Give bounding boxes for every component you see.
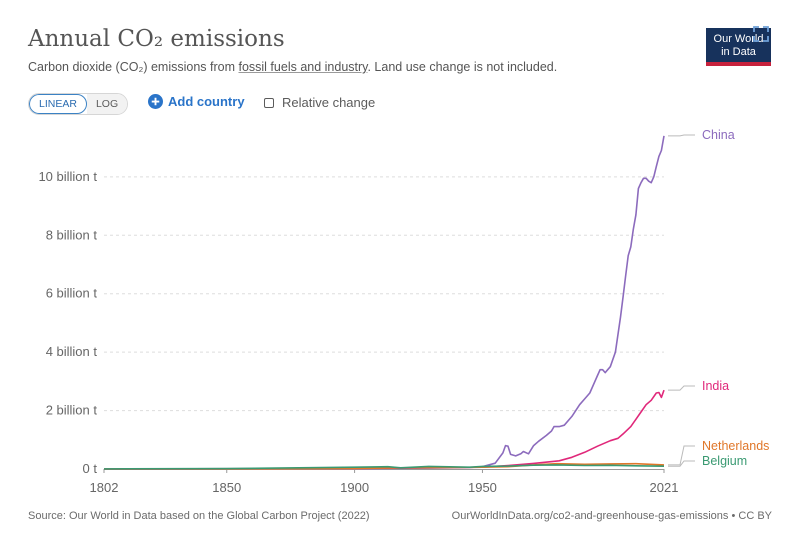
- legend-label-netherlands: Netherlands: [702, 439, 769, 453]
- y-tick-label: 8 billion t: [46, 227, 98, 242]
- legend-leader-line: [668, 460, 695, 467]
- y-tick-label: 4 billion t: [46, 344, 98, 359]
- y-tick-label: 6 billion t: [46, 286, 98, 301]
- subtitle-text-pre: Carbon dioxide (CO₂) emissions from: [28, 60, 239, 74]
- y-tick-label: 2 billion t: [46, 403, 98, 418]
- legend-label-belgium: Belgium: [702, 454, 747, 468]
- x-tick-label: 1900: [340, 480, 369, 495]
- log-button[interactable]: LOG: [86, 94, 128, 114]
- linear-button[interactable]: LINEAR: [29, 94, 87, 114]
- add-country-button[interactable]: Add country: [148, 94, 245, 109]
- legend-leader-line: [668, 134, 695, 137]
- add-country-label: Add country: [168, 94, 245, 109]
- fossil-fuels-link[interactable]: fossil fuels and industry: [238, 60, 368, 74]
- legend-label-china: China: [702, 128, 735, 142]
- x-tick-label: 2021: [650, 480, 679, 495]
- relative-change-toggle[interactable]: Relative change: [264, 95, 375, 110]
- source-note: Source: Our World in Data based on the G…: [28, 510, 370, 522]
- series-line-china[interactable]: [103, 135, 665, 470]
- relative-change-checkbox[interactable]: [264, 97, 274, 108]
- series-line-india[interactable]: [103, 389, 665, 470]
- x-tick-label: 1850: [212, 480, 241, 495]
- chart-title: Annual CO₂ emissions: [28, 26, 285, 52]
- legend-leader-line: [668, 385, 695, 391]
- relative-change-label: Relative change: [282, 95, 376, 110]
- y-tick-label: 10 billion t: [38, 169, 97, 184]
- x-tick-label: 1950: [468, 480, 497, 495]
- owid-logo[interactable]: Our World in Data: [706, 28, 771, 66]
- scale-toggle: LINEAR LOG: [28, 93, 129, 115]
- chart-subtitle: Carbon dioxide (CO₂) emissions from foss…: [28, 60, 557, 74]
- logo-line-2: in Data: [721, 46, 756, 58]
- plus-circle-icon: [148, 94, 163, 109]
- y-tick-label: 0 t: [83, 461, 98, 476]
- legend-leader-line: [668, 445, 695, 466]
- logo-line-1: Our World: [713, 33, 764, 45]
- x-tick-label: 1802: [90, 480, 119, 495]
- expand-icon[interactable]: [752, 25, 770, 43]
- subtitle-text-post: . Land use change is not included.: [367, 60, 558, 74]
- series-line-belgium[interactable]: [103, 464, 665, 470]
- legend-label-india: India: [702, 379, 729, 393]
- source-url[interactable]: OurWorldInData.org/co2-and-greenhouse-ga…: [451, 510, 772, 522]
